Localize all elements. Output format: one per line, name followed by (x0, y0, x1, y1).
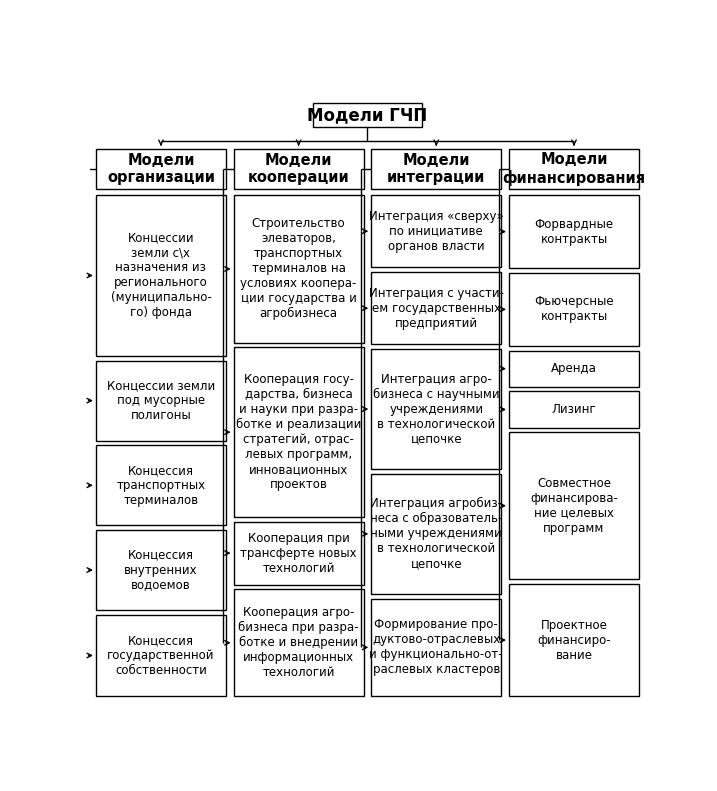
Bar (96, 149, 226, 189)
Bar (371, 149, 501, 189)
Bar (371, 349, 501, 469)
Text: Фьючерсные
контракты: Фьючерсные контракты (534, 295, 614, 324)
Bar (96, 615, 226, 696)
Text: Аренда: Аренда (551, 362, 597, 375)
Text: Кооперация при
трансферте новых
технологий: Кооперация при трансферте новых технолог… (240, 532, 357, 574)
Bar (234, 195, 364, 343)
Bar (371, 272, 501, 344)
Text: Интеграция агро-
бизнеса с научными
учреждениями
в технологической
цепочке: Интеграция агро- бизнеса с научными учре… (373, 373, 500, 445)
Bar (96, 195, 226, 356)
Text: Строительство
элеваторов,
транспортных
терминалов на
условиях коопера-
ции госуд: Строительство элеваторов, транспортных т… (240, 218, 357, 320)
Bar (509, 432, 639, 579)
Text: Интеграция «сверху»
по инициативе
органов власти: Интеграция «сверху» по инициативе органо… (369, 210, 503, 252)
Bar (371, 599, 501, 696)
Text: Проектное
финансиро-
вание: Проектное финансиро- вание (537, 619, 611, 661)
Text: Концессия
государственной
собственности: Концессия государственной собственности (107, 634, 214, 677)
Text: Концессии земли
под мусорные
полигоны: Концессии земли под мусорные полигоны (107, 379, 215, 422)
Bar (96, 361, 226, 441)
Text: Форвардные
контракты: Форвардные контракты (534, 218, 614, 245)
Text: Кооперация агро-
бизнеса при разра-
ботке и внедрении
информационных
технологий: Кооперация агро- бизнеса при разра- ботк… (238, 606, 359, 679)
Bar (509, 350, 639, 387)
Bar (509, 584, 639, 696)
Text: Концессии
земли с\х
назначения из
регионального
(муниципально-
го) фонда: Концессии земли с\х назначения из регион… (110, 232, 212, 320)
Bar (234, 589, 364, 696)
Bar (234, 149, 364, 189)
Text: Концессия
транспортных
терминалов: Концессия транспортных терминалов (116, 464, 206, 507)
Bar (371, 195, 501, 267)
Text: Кооперация госу-
дарства, бизнеса
и науки при разра-
ботке и реализации
стратеги: Кооперация госу- дарства, бизнеса и наук… (236, 373, 361, 491)
Text: Совместное
финансирова-
ние целевых
программ: Совместное финансирова- ние целевых прог… (530, 477, 618, 535)
Text: Интеграция с участи-
ем государственных
предприятий: Интеграция с участи- ем государственных … (369, 286, 504, 330)
Bar (371, 474, 501, 594)
Bar (509, 149, 639, 189)
Bar (96, 445, 226, 525)
Text: Модели
кооперации: Модели кооперации (248, 153, 349, 185)
Text: Модели
интеграции: Модели интеграции (387, 153, 485, 185)
Bar (234, 347, 364, 517)
Text: Концессия
внутренних
водоемов: Концессия внутренних водоемов (124, 548, 198, 592)
Bar (96, 530, 226, 610)
Bar (509, 195, 639, 268)
Text: Модели
организации: Модели организации (107, 153, 215, 185)
Text: Модели ГЧП: Модели ГЧП (308, 106, 427, 124)
Bar (234, 521, 364, 585)
Text: Лизинг: Лизинг (551, 403, 597, 416)
Text: Модели
финансирования: Модели финансирования (503, 152, 645, 186)
Text: Интеграция агробиз-
неса с образователь-
ными учреждениями
в технологической
цеп: Интеграция агробиз- неса с образователь-… (370, 498, 503, 570)
Bar (509, 273, 639, 346)
Bar (313, 103, 422, 127)
Bar (509, 392, 639, 428)
Text: Формирование про-
дуктово-отраслевых
и функционально-от-
раслевых кластеров: Формирование про- дуктово-отраслевых и ф… (369, 619, 503, 676)
